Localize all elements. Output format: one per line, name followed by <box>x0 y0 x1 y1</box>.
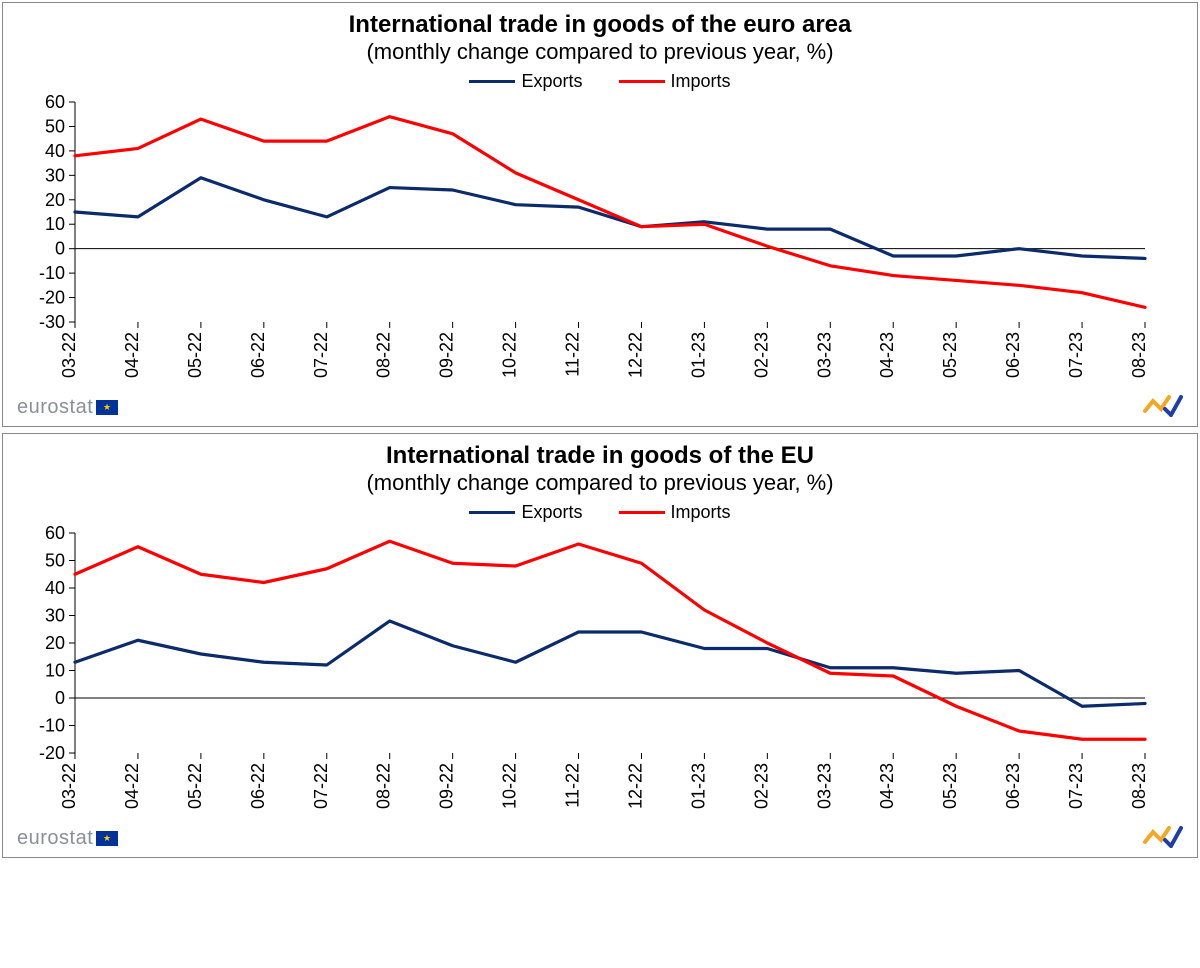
y-tick-label: 50 <box>45 116 65 136</box>
x-tick-label: 02-23 <box>751 763 771 809</box>
series-line <box>75 621 1145 706</box>
chart-legend: Exports Imports <box>15 67 1185 92</box>
legend-swatch <box>469 511 515 514</box>
legend-swatch <box>469 80 515 83</box>
x-tick-label: 01-23 <box>688 763 708 809</box>
chart-subtitle: (monthly change compared to previous yea… <box>15 39 1185 65</box>
y-tick-label: 10 <box>45 660 65 680</box>
x-tick-label: 01-23 <box>688 332 708 378</box>
chart-footer: eurostat★ <box>15 823 1185 851</box>
x-tick-label: 04-22 <box>122 763 142 809</box>
legend-label: Exports <box>521 502 582 523</box>
legend-item: Imports <box>619 502 731 523</box>
x-tick-label: 09-22 <box>437 332 457 378</box>
chart-title: International trade in goods of the euro… <box>15 11 1185 39</box>
x-tick-label: 11-22 <box>563 763 583 808</box>
y-tick-label: 20 <box>45 190 65 210</box>
chart-subtitle: (monthly change compared to previous yea… <box>15 470 1185 496</box>
x-tick-label: 10-22 <box>500 332 520 378</box>
x-tick-label: 06-23 <box>1003 763 1023 809</box>
legend-label: Imports <box>671 502 731 523</box>
y-tick-label: 40 <box>45 141 65 161</box>
legend-item: Imports <box>619 71 731 92</box>
eu-flag-icon: ★ <box>96 400 118 415</box>
legend-item: Exports <box>469 71 582 92</box>
y-tick-label: 60 <box>45 92 65 112</box>
eurostat-logo: eurostat★ <box>17 827 118 850</box>
x-tick-label: 10-22 <box>500 763 520 809</box>
x-tick-label: 08-22 <box>374 332 394 378</box>
y-tick-label: 30 <box>45 605 65 625</box>
y-tick-label: -20 <box>39 287 65 307</box>
chart-plot: -20 -10 0 10 20 30 40 50 60 03-22 04-22 05-22 06-22 0… <box>15 523 1185 823</box>
chart-svg: -30 -20 -10 0 10 20 30 40 50 60 03-22 04-22 05-22 06-… <box>15 92 1165 392</box>
y-tick-label: 10 <box>45 214 65 234</box>
chart-panel: International trade in goods of the EU(m… <box>2 433 1198 858</box>
chart-plot: -30 -20 -10 0 10 20 30 40 50 60 03-22 04-22 05-22 06-… <box>15 92 1185 392</box>
x-tick-label: 07-23 <box>1066 763 1086 809</box>
chart-footer: eurostat★ <box>15 392 1185 420</box>
series-line <box>75 117 1145 308</box>
x-tick-label: 07-22 <box>311 332 331 378</box>
x-tick-label: 06-22 <box>248 763 268 809</box>
series-line <box>75 178 1145 259</box>
chart-legend: Exports Imports <box>15 498 1185 523</box>
eurostat-logo: eurostat★ <box>17 396 118 419</box>
brand-name: eurostat <box>17 827 93 850</box>
y-tick-label: 50 <box>45 550 65 570</box>
x-tick-label: 07-22 <box>311 763 331 809</box>
y-tick-label: 60 <box>45 523 65 543</box>
legend-label: Imports <box>671 71 731 92</box>
y-tick-label: -10 <box>39 715 65 735</box>
y-tick-label: 20 <box>45 633 65 653</box>
x-tick-label: 05-23 <box>940 332 960 378</box>
x-tick-label: 02-23 <box>751 332 771 378</box>
corner-mark-icon <box>1143 824 1183 853</box>
x-tick-label: 05-22 <box>185 763 205 809</box>
x-tick-label: 03-22 <box>59 332 79 378</box>
x-tick-label: 12-22 <box>625 763 645 809</box>
x-tick-label: 08-23 <box>1129 332 1149 378</box>
chart-svg: -20 -10 0 10 20 30 40 50 60 03-22 04-22 05-22 06-22 0… <box>15 523 1165 823</box>
x-tick-label: 04-22 <box>122 332 142 378</box>
legend-swatch <box>619 80 665 83</box>
y-tick-label: -20 <box>39 743 65 763</box>
x-tick-label: 06-22 <box>248 332 268 378</box>
chart-title: International trade in goods of the EU <box>15 442 1185 470</box>
x-tick-label: 12-22 <box>625 332 645 378</box>
x-tick-label: 08-23 <box>1129 763 1149 809</box>
legend-item: Exports <box>469 502 582 523</box>
y-tick-label: 0 <box>55 688 65 708</box>
y-tick-label: -10 <box>39 263 65 283</box>
x-tick-label: 05-23 <box>940 763 960 809</box>
x-tick-label: 03-23 <box>814 763 834 809</box>
x-tick-label: 07-23 <box>1066 332 1086 378</box>
x-tick-label: 08-22 <box>374 763 394 809</box>
legend-swatch <box>619 511 665 514</box>
eu-flag-icon: ★ <box>96 831 118 846</box>
chart-panel: International trade in goods of the euro… <box>2 2 1198 427</box>
x-tick-label: 11-22 <box>563 332 583 377</box>
x-tick-label: 09-22 <box>437 763 457 809</box>
corner-mark-icon <box>1143 393 1183 422</box>
y-tick-label: 40 <box>45 578 65 598</box>
y-tick-label: 0 <box>55 239 65 259</box>
x-tick-label: 03-22 <box>59 763 79 809</box>
y-tick-label: 30 <box>45 165 65 185</box>
series-line <box>75 541 1145 739</box>
x-tick-label: 04-23 <box>877 763 897 809</box>
x-tick-label: 05-22 <box>185 332 205 378</box>
brand-name: eurostat <box>17 396 93 419</box>
y-tick-label: -30 <box>39 312 65 332</box>
x-tick-label: 06-23 <box>1003 332 1023 378</box>
legend-label: Exports <box>521 71 582 92</box>
x-tick-label: 03-23 <box>814 332 834 378</box>
x-tick-label: 04-23 <box>877 332 897 378</box>
